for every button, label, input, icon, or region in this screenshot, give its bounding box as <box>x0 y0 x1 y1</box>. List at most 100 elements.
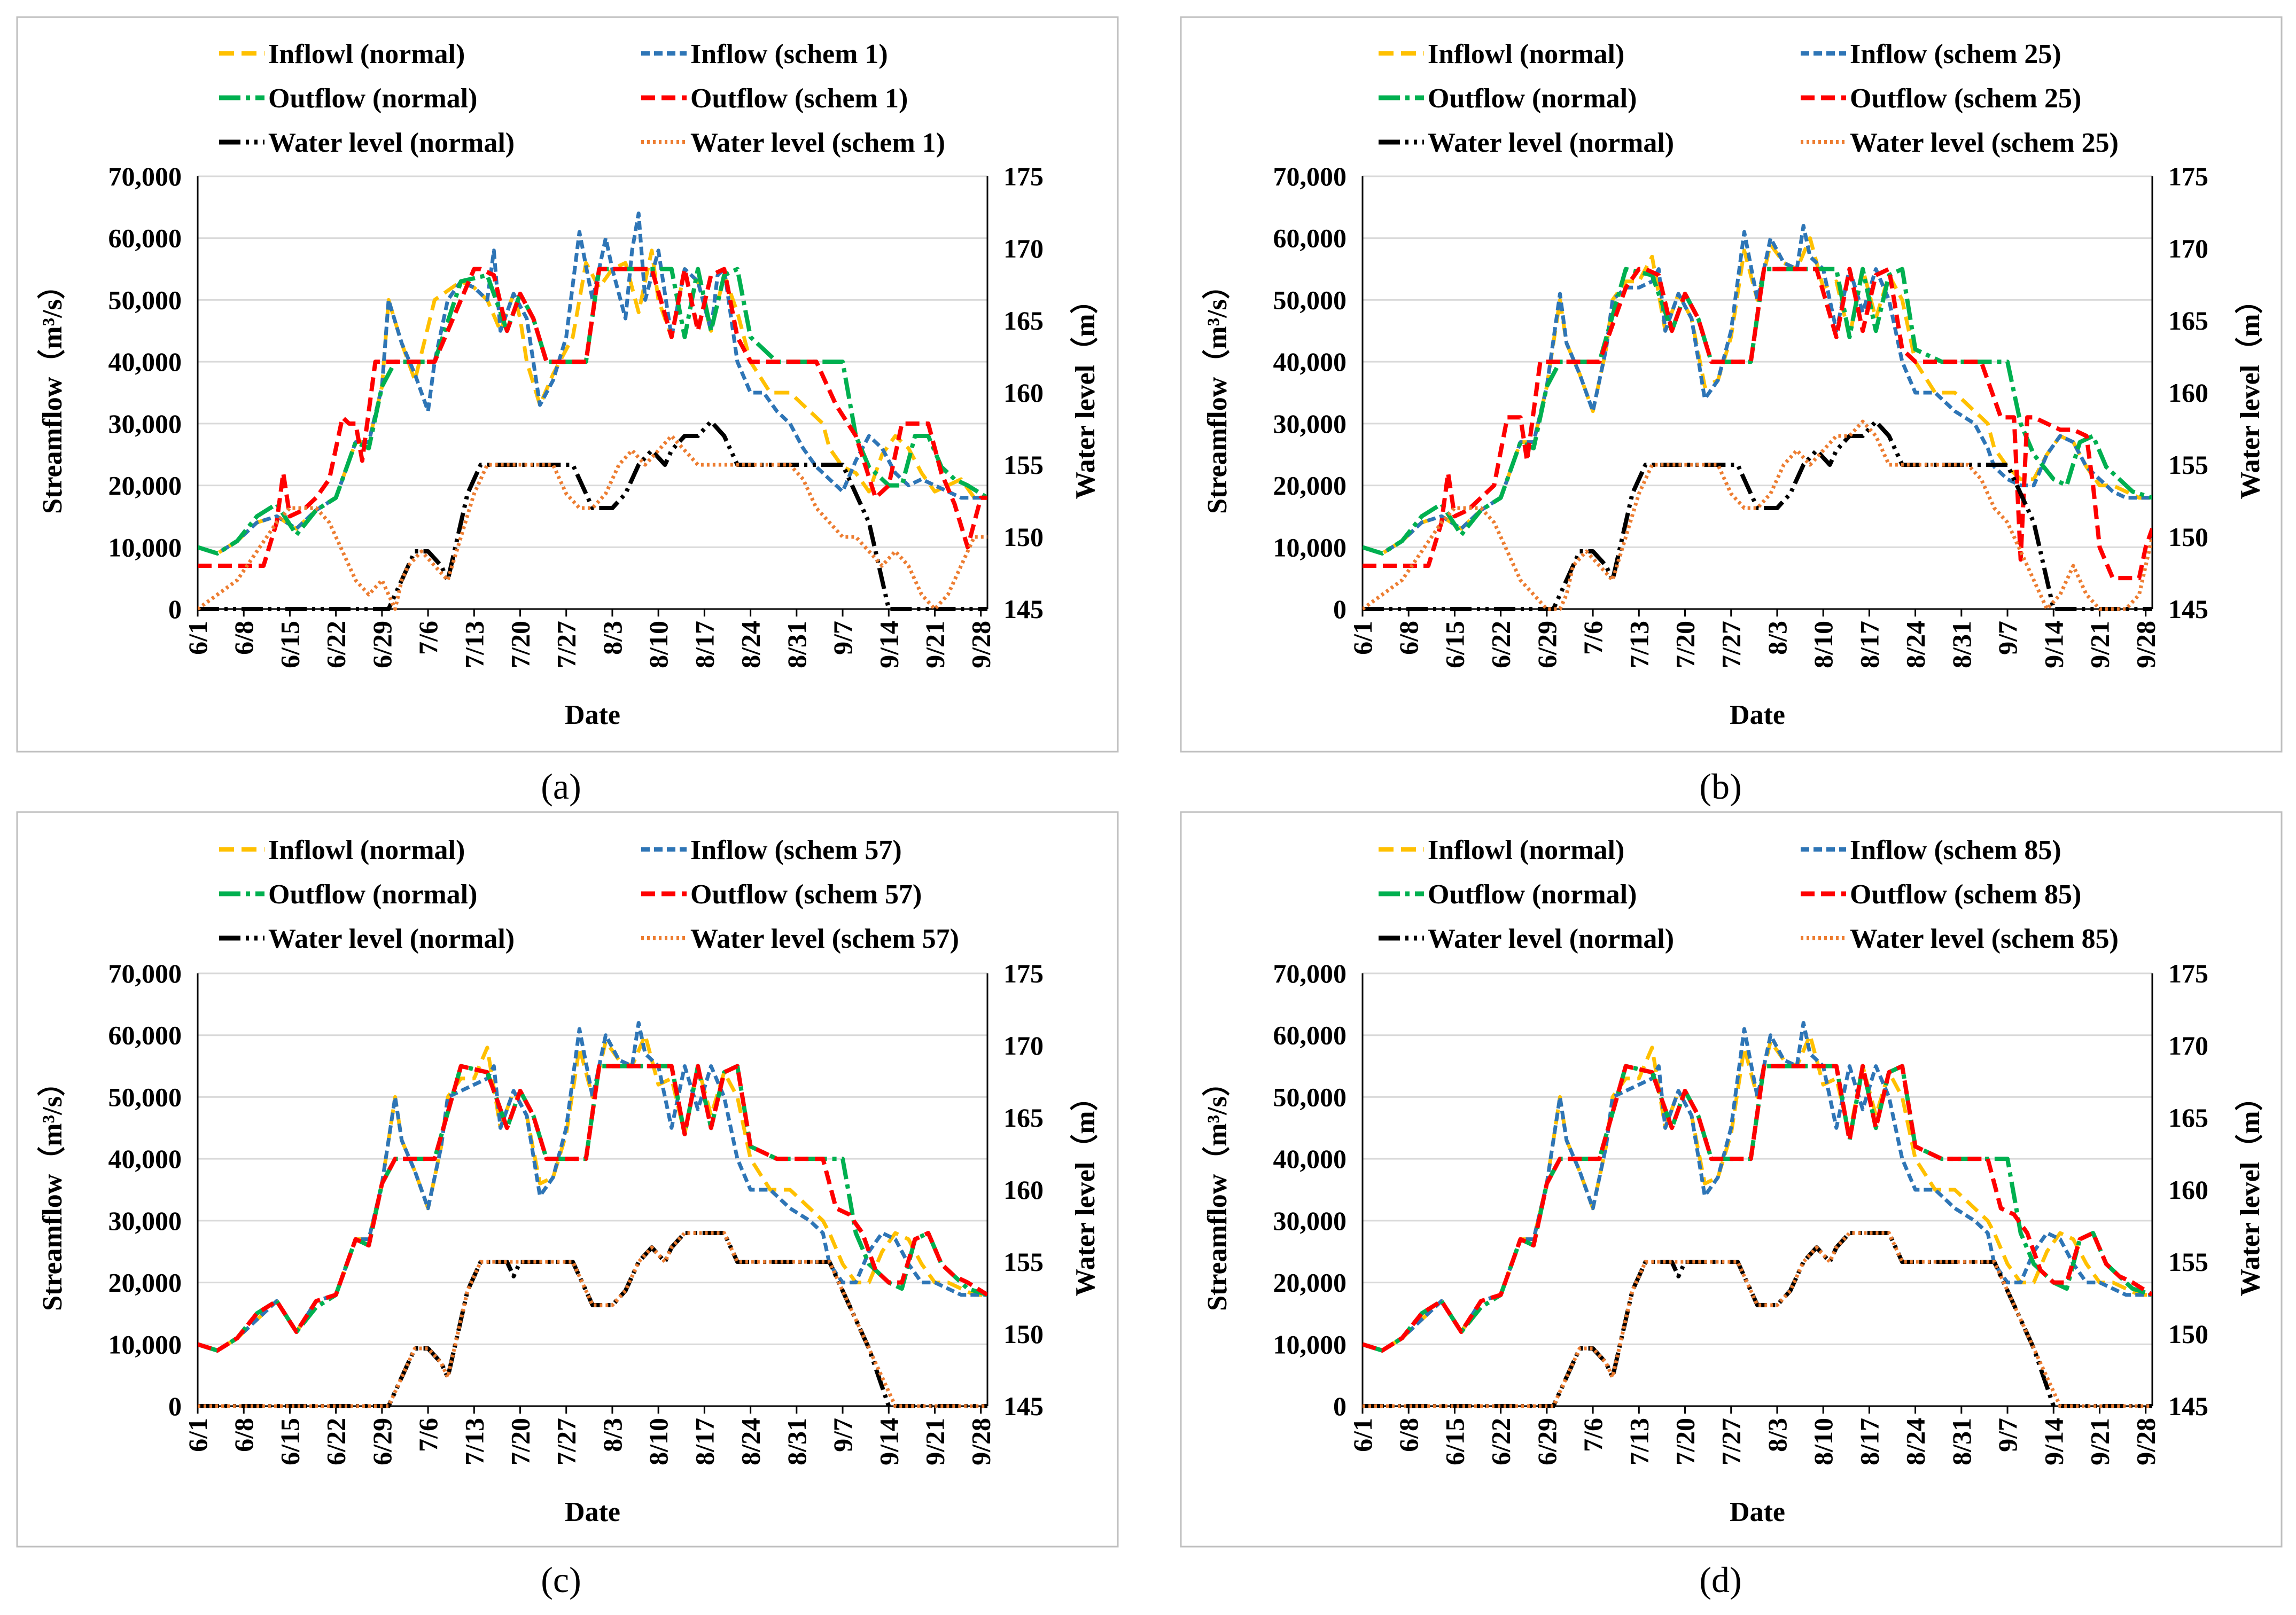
panel-caption: (b) <box>1699 766 1741 807</box>
series-group <box>198 1021 987 1408</box>
y-right-tick-label: 170 <box>2168 233 2208 263</box>
y-left-tick-label: 50,000 <box>108 1082 182 1112</box>
y-right-tick-label: 175 <box>2168 958 2208 988</box>
legend-label-outflow-scheme: Outflow (schem 1) <box>690 83 908 114</box>
legend-label-level-normal: Water level (normal) <box>268 128 515 158</box>
x-tick-label: 9/28 <box>966 621 996 668</box>
y-left-tick-label: 70,000 <box>108 958 182 988</box>
x-tick-label: 9/14 <box>2038 621 2068 668</box>
y-right-tick-label: 150 <box>2168 1319 2208 1349</box>
y-right-tick-label: 160 <box>1003 1175 1044 1205</box>
x-tick-label: 7/20 <box>505 1418 535 1465</box>
legend: Inflowl (normal) Inflow (schem 1) Outflow … <box>219 39 945 158</box>
x-tick-label: 8/3 <box>1762 621 1792 655</box>
y-right-tick-label: 160 <box>2168 1175 2208 1205</box>
series-line-level-scheme <box>1363 1231 2152 1408</box>
series-line-level-normal <box>198 1231 987 1408</box>
y-left-tick-label: 40,000 <box>108 1144 182 1174</box>
x-tick-label: 9/14 <box>874 1418 904 1465</box>
y-left-tick-label: 40,000 <box>1273 347 1347 377</box>
y-left-tick-label: 40,000 <box>108 347 182 377</box>
series-group <box>198 211 987 611</box>
legend-label-inflow-normal: Inflowl (normal) <box>1428 39 1624 69</box>
x-tick-label: 6/1 <box>1348 1418 1377 1452</box>
y-right-tick-label: 150 <box>2168 522 2208 552</box>
x-tick-label: 7/6 <box>1578 1418 1608 1452</box>
y-left-tick-label: 30,000 <box>108 409 182 439</box>
panel-caption: (c) <box>541 1559 581 1600</box>
y-left-tick-label: 20,000 <box>108 471 182 501</box>
legend-label-inflow-scheme: Inflow (schem 25) <box>1850 39 2061 69</box>
legend-label-inflow-scheme: Inflow (schem 1) <box>690 39 888 69</box>
x-tick-label: 8/31 <box>782 1418 812 1465</box>
y-left-tick-label: 0 <box>1333 594 1347 624</box>
x-tick-label: 6/15 <box>1439 621 1469 668</box>
panel-caption: (a) <box>541 766 581 807</box>
legend-label-inflow-scheme: Inflow (schem 57) <box>690 835 902 865</box>
x-tick-label: 7/20 <box>505 621 535 668</box>
y-right-tick-label: 155 <box>2168 450 2208 480</box>
x-tick-label: 9/7 <box>1993 1418 2022 1452</box>
series-line-level-scheme <box>198 1231 987 1408</box>
x-tick-label: 6/8 <box>1394 621 1423 655</box>
x-tick-label: 6/22 <box>321 1418 351 1465</box>
y-right-tick-label: 170 <box>2168 1031 2208 1060</box>
x-tick-label: 7/13 <box>459 621 489 668</box>
y-right-tick-label: 170 <box>1003 1031 1044 1060</box>
y-left-tick-label: 30,000 <box>108 1206 182 1236</box>
series-line-level-scheme <box>198 434 987 611</box>
chart-panel-4: 0 10,000 20,000 30,000 40,000 50,000 60,000 70,… <box>1180 811 2283 1600</box>
legend-label-inflow-normal: Inflowl (normal) <box>1428 835 1624 865</box>
y-left-tick-label: 0 <box>168 1391 182 1421</box>
y-left-tick-label: 20,000 <box>1273 1268 1347 1298</box>
x-axis-label: Date <box>565 1497 620 1527</box>
series-line-inflow-scheme <box>198 211 987 556</box>
x-tick-label: 6/8 <box>1394 1418 1423 1452</box>
series-line-outflow-scheme <box>1363 1064 2152 1353</box>
legend-label-level-scheme: Water level (schem 57) <box>690 924 959 954</box>
x-tick-label: 8/10 <box>643 1418 673 1465</box>
y-left-axis-label: Streamflow（m³/s） <box>1202 271 1233 514</box>
y-right-tick-label: 175 <box>1003 161 1044 191</box>
panel-caption: (d) <box>1699 1559 1741 1600</box>
x-tick-label: 8/24 <box>1901 621 1931 668</box>
y-right-tick-label: 165 <box>2168 1103 2208 1133</box>
x-tick-label: 6/15 <box>1439 1418 1469 1465</box>
y-left-tick-label: 60,000 <box>1273 223 1347 253</box>
x-tick-label: 7/27 <box>1716 621 1746 668</box>
y-left-tick-label: 20,000 <box>1273 471 1347 501</box>
legend-label-level-normal: Water level (normal) <box>1428 924 1674 954</box>
x-tick-label: 6/1 <box>1348 621 1377 655</box>
x-tick-label: 6/29 <box>367 1418 397 1465</box>
y-right-tick-label: 165 <box>1003 306 1044 336</box>
y-left-tick-label: 60,000 <box>108 223 182 253</box>
x-tick-label: 6/8 <box>229 621 259 655</box>
series-line-level-scheme <box>1363 419 2152 611</box>
x-tick-label: 6/22 <box>321 621 351 668</box>
x-tick-label: 9/21 <box>2084 621 2114 668</box>
x-tick-label: 9/21 <box>920 1418 949 1465</box>
legend-label-level-scheme: Water level (schem 1) <box>690 128 945 158</box>
x-tick-label: 9/21 <box>2084 1418 2114 1465</box>
x-tick-label: 6/15 <box>275 1418 305 1465</box>
x-tick-label: 8/3 <box>597 1418 627 1452</box>
y-right-tick-label: 145 <box>2168 594 2208 624</box>
legend: Inflowl (normal) Inflow (schem 85) Outflow… <box>1379 835 2119 954</box>
y-right-axis-label: Water level（m） <box>1070 286 1101 499</box>
y-right-tick-label: 145 <box>1003 594 1044 624</box>
y-left-tick-label: 70,000 <box>1273 958 1347 988</box>
x-axis-label: Date <box>565 700 620 730</box>
y-left-tick-label: 10,000 <box>108 1329 182 1359</box>
x-tick-label: 6/29 <box>367 621 397 668</box>
legend-label-level-normal: Water level (normal) <box>268 924 515 954</box>
x-tick-label: 8/17 <box>1854 1418 1884 1465</box>
y-left-axis-label: Streamflow（m³/s） <box>1202 1068 1233 1311</box>
x-axis-label: Date <box>1730 700 1785 730</box>
x-tick-label: 8/10 <box>1808 621 1838 668</box>
x-tick-label: 7/13 <box>1624 1418 1654 1465</box>
legend-label-outflow-normal: Outflow (normal) <box>268 83 477 114</box>
y-right-tick-label: 145 <box>1003 1391 1044 1421</box>
x-tick-label: 8/31 <box>782 621 812 668</box>
y-left-tick-label: 60,000 <box>108 1020 182 1050</box>
